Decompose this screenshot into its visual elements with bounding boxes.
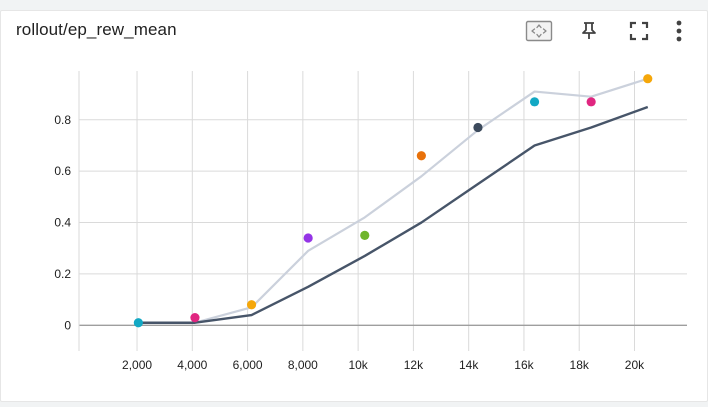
y-tick-label: 0 — [64, 318, 71, 332]
x-tick-label: 2,000 — [122, 358, 152, 372]
data-point — [473, 122, 483, 133]
x-tick-label: 10k — [348, 358, 368, 372]
chart-card: 0 0.2 0.4 0.6 0.8 2,000 4,000 6,000 8,000 10k 12k 1… — [0, 10, 708, 402]
pin-button[interactable] — [564, 18, 614, 44]
x-tick-label: 6,000 — [233, 358, 263, 372]
x-tick-label: 8,000 — [288, 358, 318, 372]
x-tick-label: 12k — [404, 358, 424, 372]
raw-series-line — [138, 77, 649, 324]
data-point — [643, 74, 653, 84]
x-tick-label: 16k — [514, 358, 534, 372]
fullscreen-icon — [629, 21, 649, 41]
data-point — [133, 318, 143, 328]
fit-domain-button[interactable] — [514, 18, 564, 44]
y-tick-label: 0.4 — [54, 216, 71, 230]
data-point — [529, 97, 540, 107]
chart-title: rollout/ep_rew_mean — [16, 20, 177, 39]
y-tick-label: 0.6 — [54, 164, 71, 178]
x-tick-label: 20k — [625, 358, 645, 372]
pin-icon — [582, 22, 596, 39]
fit-domain-icon — [525, 20, 553, 42]
more-vert-icon — [676, 20, 682, 42]
data-point — [190, 313, 200, 323]
x-tick-label: 4,000 — [177, 358, 207, 372]
x-tick-label: 14k — [459, 358, 479, 372]
data-point — [360, 230, 370, 241]
chart-svg[interactable]: 0 0.2 0.4 0.6 0.8 2,000 4,000 6,000 8,000 10k 12k 1… — [1, 11, 707, 401]
more-options-button[interactable] — [664, 18, 694, 44]
smoothed-series-line — [138, 105, 649, 324]
chart-toolbar — [514, 18, 694, 44]
data-point — [416, 151, 426, 161]
y-tick-label: 0.8 — [54, 113, 71, 127]
x-tick-label: 18k — [570, 358, 590, 372]
data-point — [303, 233, 313, 243]
top-strip — [0, 0, 708, 10]
y-tick-label: 0.2 — [54, 267, 71, 281]
data-point — [246, 300, 257, 310]
data-point — [586, 97, 596, 107]
fullscreen-button[interactable] — [614, 18, 664, 44]
